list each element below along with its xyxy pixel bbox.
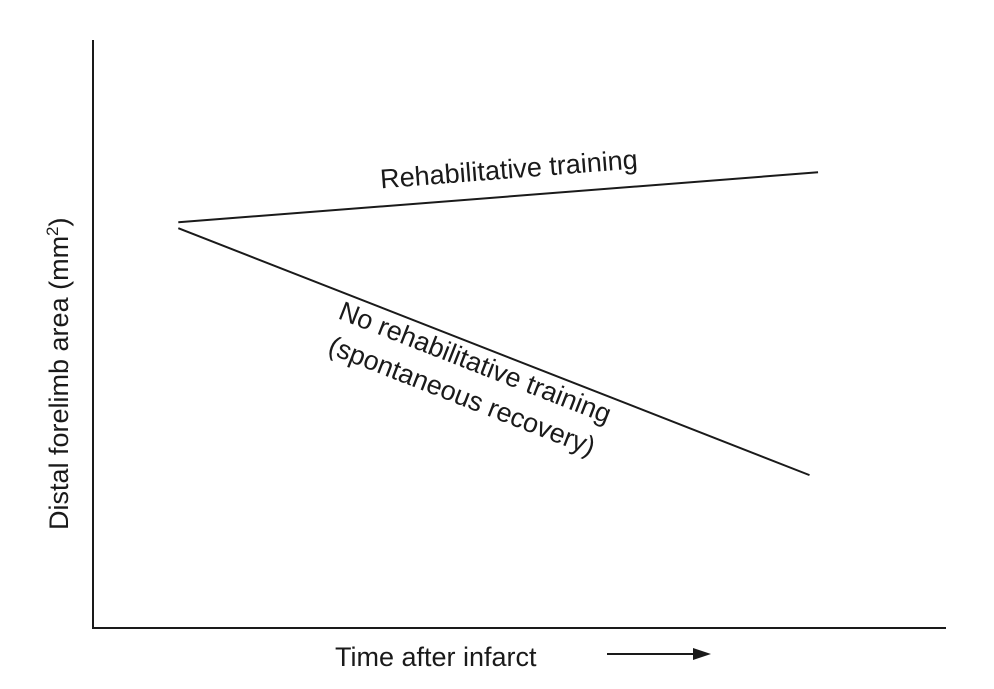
y-axis-title-main: Distal forelimb area (mm xyxy=(44,236,74,530)
y-axis-title: Distal forelimb area (mm2) xyxy=(43,217,74,530)
y-axis-title-close: ) xyxy=(44,217,74,226)
x-axis-arrow xyxy=(607,648,711,660)
series-line-0 xyxy=(178,171,819,224)
series-line-1 xyxy=(177,227,810,477)
y-axis-title-sup: 2 xyxy=(43,226,62,235)
x-axis-title: Time after infarct xyxy=(335,642,537,672)
series-layer: Rehabilitative training No rehabilitative… xyxy=(177,144,819,477)
series-label-0-line-0: Rehabilitative training xyxy=(379,144,639,194)
series-label-0: Rehabilitative training xyxy=(379,144,639,194)
series-label-1: No rehabilitative training(spontaneous r… xyxy=(324,296,615,462)
